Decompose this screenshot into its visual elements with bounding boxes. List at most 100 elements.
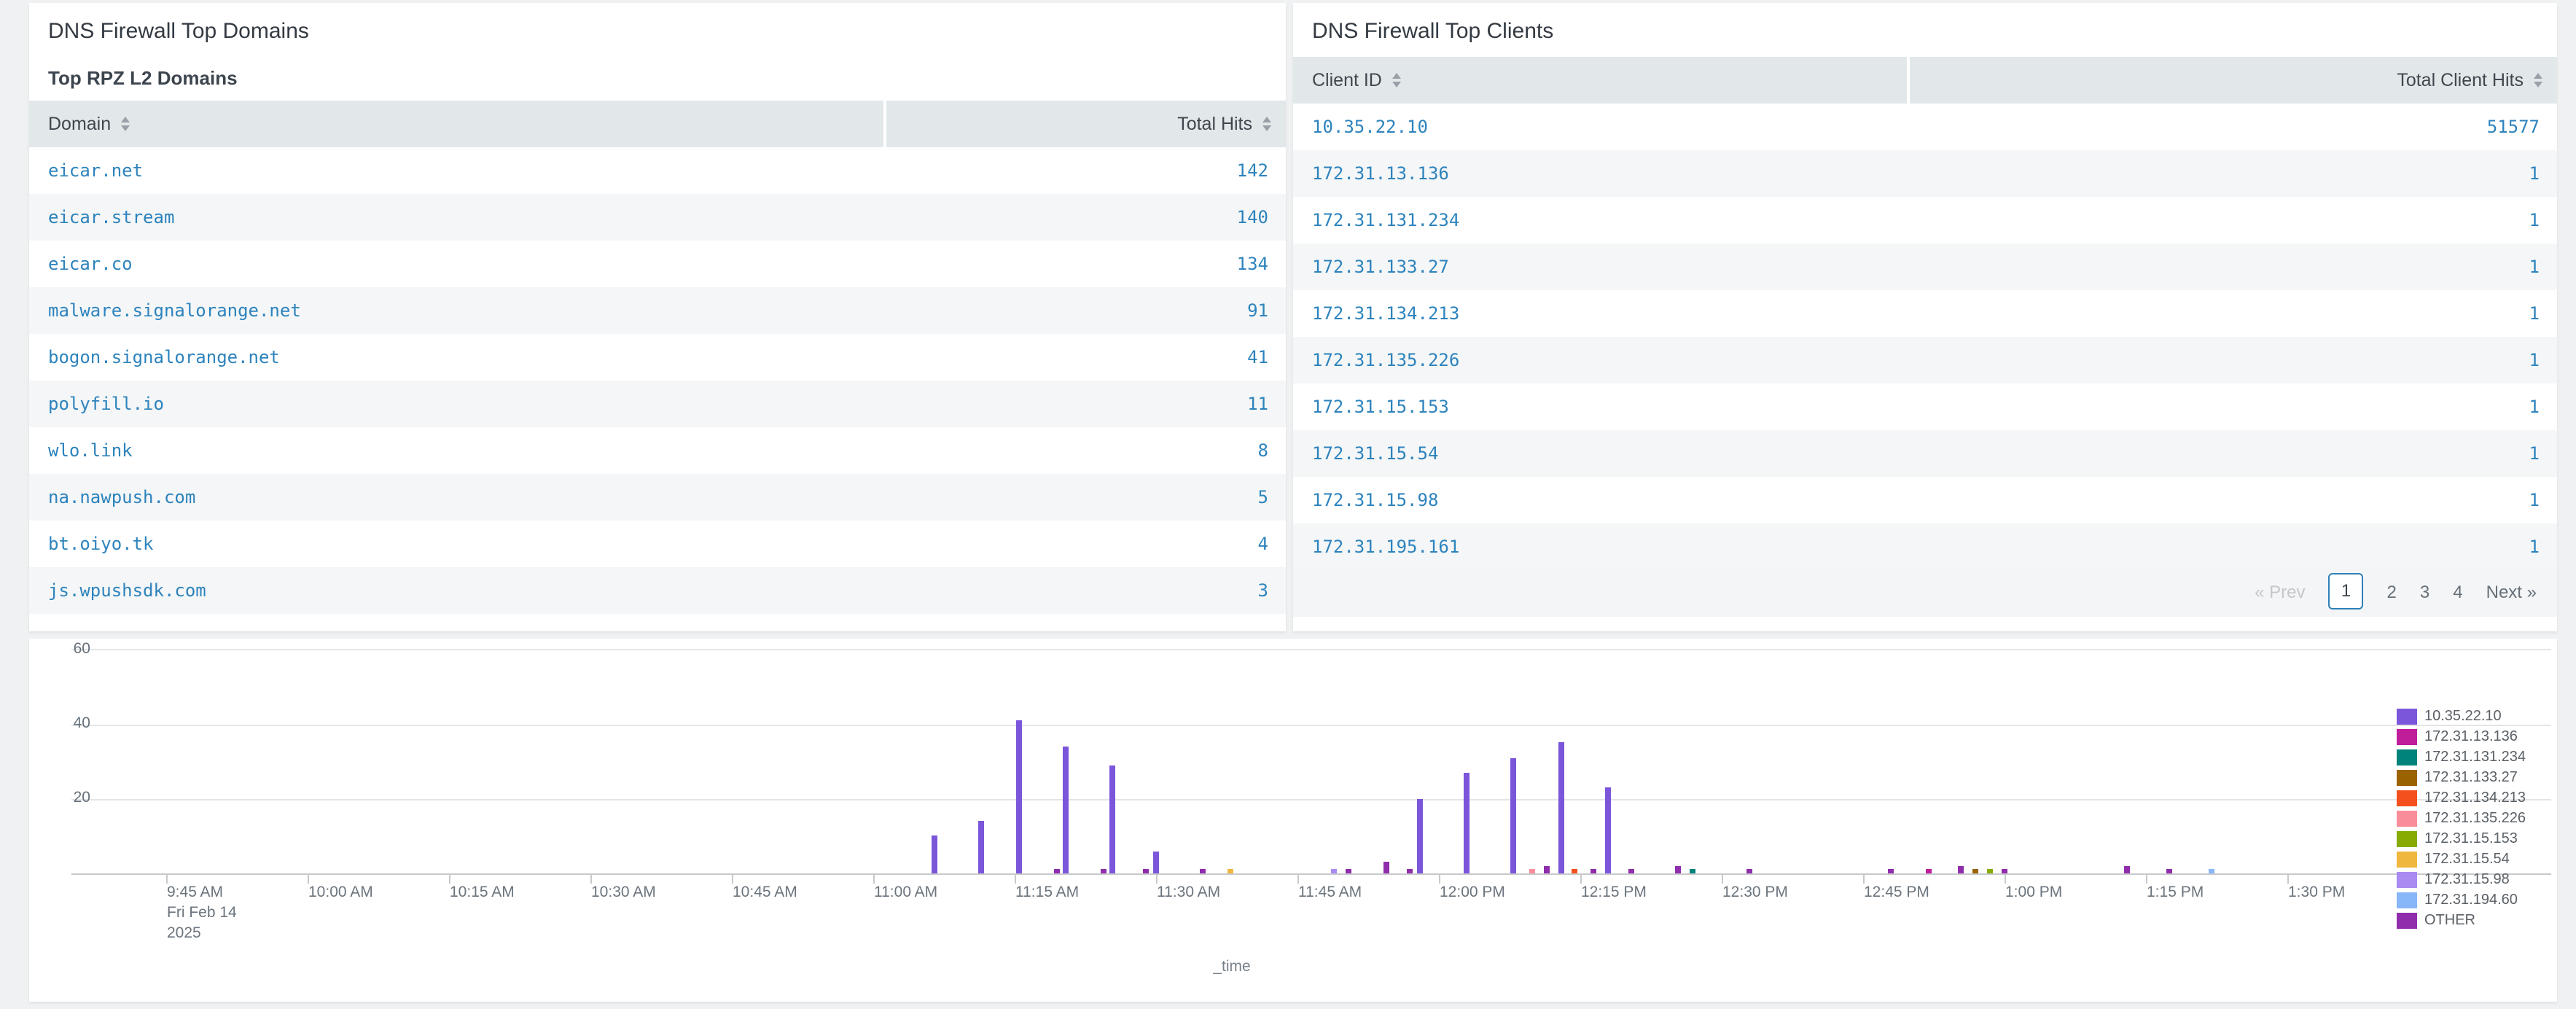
total-hits-cell[interactable]: 8: [1257, 440, 1268, 461]
total-hits-cell[interactable]: 140: [1236, 207, 1268, 227]
client-id-cell[interactable]: 172.31.15.54: [1312, 443, 1439, 464]
total-hits-cell[interactable]: 11: [1247, 394, 1268, 414]
client-id-cell[interactable]: 172.31.133.27: [1312, 257, 1449, 277]
bar-OTHER-1135am[interactable]: [1199, 869, 1206, 873]
bar-10.35.22.10-1111am[interactable]: [977, 821, 984, 873]
total-hits-cell[interactable]: 142: [1236, 160, 1268, 181]
legend-item-172.31.135.226[interactable]: 172.31.135.226: [2397, 808, 2526, 828]
total-hits-cell[interactable]: 134: [1236, 254, 1268, 274]
bar-OTHER-1225pm[interactable]: [1675, 865, 1682, 873]
legend-item-172.31.15.98[interactable]: 172.31.15.98: [2397, 869, 2526, 889]
bar-OTHER-1255pm[interactable]: [1958, 865, 1964, 873]
bar-10.35.22.10-1130am[interactable]: [1152, 851, 1158, 873]
bar-172.31.15.54-1138am[interactable]: [1227, 869, 1234, 873]
bar-OTHER-113pm[interactable]: [2123, 865, 2130, 873]
bar-OTHER-1119am[interactable]: [1053, 869, 1060, 873]
legend-item-172.31.134.213[interactable]: 172.31.134.213: [2397, 787, 2526, 808]
client-id-cell[interactable]: 172.31.134.213: [1312, 303, 1460, 324]
legend-item-172.31.15.54[interactable]: 172.31.15.54: [2397, 849, 2526, 869]
total-client-hits-cell[interactable]: 51577: [2486, 117, 2540, 137]
bar-172.31.135.226-1210pm[interactable]: [1529, 869, 1536, 873]
domain-cell[interactable]: bt.oiyo.tk: [48, 534, 154, 554]
total-client-hits-cell[interactable]: 1: [2529, 443, 2540, 464]
total-hits-cell[interactable]: 5: [1257, 487, 1268, 507]
total-client-hits-cell[interactable]: 1: [2529, 490, 2540, 510]
column-header-total-hits-label: Total Hits: [1177, 114, 1252, 134]
total-client-hits-cell[interactable]: 1: [2529, 350, 2540, 370]
domain-cell[interactable]: eicar.net: [48, 160, 144, 181]
legend-item-172.31.15.153[interactable]: 172.31.15.153: [2397, 828, 2526, 849]
bar-10.35.22.10-1120am[interactable]: [1063, 746, 1069, 873]
total-client-hits-cell[interactable]: 1: [2529, 257, 2540, 277]
client-id-cell[interactable]: 172.31.13.136: [1312, 163, 1449, 184]
total-client-hits-cell[interactable]: 1: [2529, 210, 2540, 230]
bar-10.35.22.10-1106am[interactable]: [931, 835, 937, 873]
client-id-cell[interactable]: 172.31.195.161: [1312, 537, 1460, 557]
pagination-page-button[interactable]: 4: [2453, 581, 2463, 601]
client-id-cell[interactable]: 10.35.22.10: [1312, 117, 1428, 137]
total-client-hits-cell[interactable]: 1: [2529, 397, 2540, 417]
client-id-cell[interactable]: 172.31.135.226: [1312, 350, 1460, 370]
bar-OTHER-1211pm[interactable]: [1543, 865, 1550, 873]
legend-item-172.31.194.60[interactable]: 172.31.194.60: [2397, 889, 2526, 910]
total-client-hits-cell[interactable]: 1: [2529, 537, 2540, 557]
domain-cell[interactable]: na.nawpush.com: [48, 487, 196, 507]
bar-10.35.22.10-1203pm[interactable]: [1463, 772, 1470, 873]
domain-cell[interactable]: wlo.link: [48, 440, 133, 461]
legend-item-172.31.131.234[interactable]: 172.31.131.234: [2397, 747, 2526, 767]
bar-OTHER-100pm[interactable]: [2001, 869, 2007, 873]
client-id-cell[interactable]: 172.31.15.98: [1312, 490, 1439, 510]
bar-172.31.133.27-1257pm[interactable]: [1972, 869, 1979, 873]
bar-OTHER-117pm[interactable]: [2166, 869, 2172, 873]
table-row: 172.31.195.161 1: [1293, 523, 2557, 570]
bar-OTHER-1248pm[interactable]: [1887, 869, 1894, 873]
bar-OTHER-1220pm[interactable]: [1628, 869, 1635, 873]
column-header-domain[interactable]: Domain: [29, 101, 883, 147]
bar-172.31.15.153-1258pm[interactable]: [1986, 869, 1993, 873]
domain-cell[interactable]: bogon.signalorange.net: [48, 347, 280, 367]
bar-OTHER-1129am[interactable]: [1143, 869, 1150, 873]
bar-OTHER-1124am[interactable]: [1100, 869, 1106, 873]
bar-172.31.13.136-1252pm[interactable]: [1925, 869, 1932, 873]
total-hits-cell[interactable]: 3: [1257, 580, 1268, 601]
bar-10.35.22.10-1208pm[interactable]: [1510, 757, 1517, 873]
bar-172.31.194.60-122pm[interactable]: [2208, 869, 2214, 873]
legend-item-172.31.13.136[interactable]: 172.31.13.136: [2397, 726, 2526, 747]
legend-item-172.31.133.27[interactable]: 172.31.133.27: [2397, 767, 2526, 787]
total-hits-cell[interactable]: 41: [1247, 347, 1268, 367]
bar-OTHER-1157am[interactable]: [1407, 869, 1413, 873]
bar-OTHER-1150am[interactable]: [1346, 869, 1352, 873]
bar-10.35.22.10-1158am[interactable]: [1416, 798, 1423, 873]
client-id-cell[interactable]: 172.31.131.234: [1312, 210, 1460, 230]
panel-dns-firewall-top-domains: DNS Firewall Top Domains Top RPZ L2 Doma…: [29, 3, 1286, 631]
client-id-cell[interactable]: 172.31.15.153: [1312, 397, 1449, 417]
bar-OTHER-1154am[interactable]: [1383, 862, 1389, 873]
total-hits-cell[interactable]: 91: [1247, 300, 1268, 321]
total-client-hits-cell[interactable]: 1: [2529, 303, 2540, 324]
column-header-total-hits[interactable]: Total Hits: [886, 101, 1286, 147]
legend-item-other[interactable]: OTHER: [2397, 910, 2526, 930]
bar-OTHER-1216pm[interactable]: [1591, 869, 1597, 873]
pagination-next-button[interactable]: Next »: [2486, 581, 2537, 601]
legend-item-10.35.22.10[interactable]: 10.35.22.10: [2397, 706, 2526, 726]
domain-cell[interactable]: eicar.stream: [48, 207, 175, 227]
domain-cell[interactable]: malware.signalorange.net: [48, 300, 301, 321]
column-header-client-id[interactable]: Client ID: [1293, 57, 1907, 104]
domain-cell[interactable]: polyfill.io: [48, 394, 164, 414]
pagination-page-button[interactable]: 3: [2419, 581, 2430, 601]
sort-icon: [2534, 73, 2542, 87]
total-hits-cell[interactable]: 4: [1257, 534, 1268, 554]
bar-10.35.22.10-1218pm[interactable]: [1604, 787, 1611, 873]
bar-10.35.22.10-1213pm[interactable]: [1558, 742, 1564, 873]
bar-172.31.134.213-1214pm[interactable]: [1572, 869, 1578, 873]
bar-172.31.131.234-1227pm[interactable]: [1690, 869, 1696, 873]
bar-172.31.15.98-1149am[interactable]: [1331, 869, 1338, 873]
total-client-hits-cell[interactable]: 1: [2529, 163, 2540, 184]
pagination-page-button[interactable]: 2: [2386, 581, 2397, 601]
bar-10.35.22.10-1125am[interactable]: [1109, 765, 1116, 873]
domain-cell[interactable]: eicar.co: [48, 254, 133, 274]
bar-10.35.22.10-1115am[interactable]: [1015, 720, 1022, 873]
column-header-total-client-hits[interactable]: Total Client Hits: [1910, 57, 2557, 104]
domain-cell[interactable]: js.wpushsdk.com: [48, 580, 206, 601]
bar-OTHER-1233pm[interactable]: [1746, 869, 1752, 873]
